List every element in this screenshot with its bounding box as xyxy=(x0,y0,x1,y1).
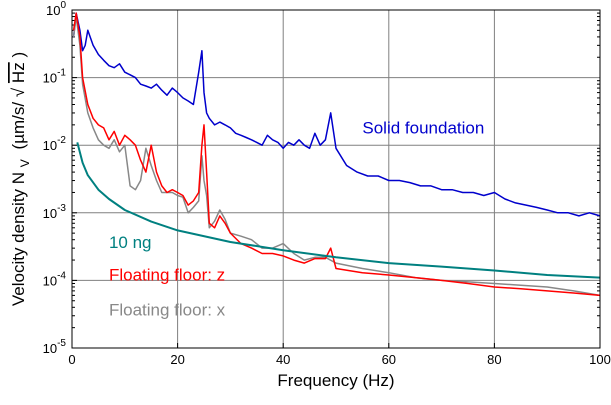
annotation-floating-floor-z: Floating floor: z xyxy=(109,265,225,284)
y-tick-label: 10-3 xyxy=(43,203,67,221)
annotation-10-ng: 10 ng xyxy=(109,233,152,252)
series-line-10-ng xyxy=(76,142,601,279)
y-tick-label: 10-1 xyxy=(43,68,67,86)
y-tick-exponent: -4 xyxy=(57,270,66,281)
y-tick-base: 10 xyxy=(43,273,57,288)
grid xyxy=(71,9,601,349)
x-tick-label: 0 xyxy=(68,352,75,367)
series-line-floating-floor-x xyxy=(72,15,601,297)
y-tick-exponent: -2 xyxy=(57,135,66,146)
y-axis-label-unit-open: (µm/s/ xyxy=(9,102,28,150)
series-layer xyxy=(72,12,601,297)
y-axis-label: Velocity density N V (µm/s/ √ Hz ) xyxy=(9,52,33,306)
y-axis-label-subscript: V xyxy=(18,159,32,167)
y-tick-base: 10 xyxy=(46,3,60,18)
annotation-solid-foundation: Solid foundation xyxy=(362,118,484,137)
y-tick-base: 10 xyxy=(43,138,57,153)
series-line-floating-floor-z xyxy=(72,12,601,297)
y-tick-base: 10 xyxy=(43,206,57,221)
y-tick-label: 10-2 xyxy=(43,135,67,153)
y-tick-base: 10 xyxy=(43,341,57,356)
x-tick-label: 100 xyxy=(589,352,611,367)
y-tick-label: 10-4 xyxy=(43,270,67,288)
plot-frame xyxy=(71,9,601,349)
y-tick-exponent: 0 xyxy=(60,0,66,11)
x-axis-label: Frequency (Hz) xyxy=(277,371,394,390)
annotations: Solid foundation 10 ng Floating floor: z Fl… xyxy=(109,118,484,319)
y-axis-label-main: Velocity density N xyxy=(9,172,28,306)
x-tick-label: 40 xyxy=(276,352,290,367)
svg-text:Velocity density N V: Velocity density N V (µm/s/ √ Hz ) xyxy=(9,52,33,306)
y-tick-label: 100 xyxy=(46,0,66,18)
x-tick-label: 80 xyxy=(487,352,501,367)
y-tick-label: 10-5 xyxy=(43,338,67,356)
y-axis-label-unit-close: ) xyxy=(9,52,28,58)
y-tick-exponent: -5 xyxy=(57,338,66,349)
y-tick-exponent: -1 xyxy=(57,68,66,79)
series-line-solid-foundation xyxy=(72,12,601,217)
y-tick-base: 10 xyxy=(43,71,57,86)
y-tick-exponent: -3 xyxy=(57,203,66,214)
y-axis-label-unit-radical: √ xyxy=(9,87,28,97)
annotation-floating-floor-x: Floating floor: x xyxy=(109,301,226,320)
x-tick-label: 20 xyxy=(170,352,184,367)
y-axis-label-unit-radicand: Hz xyxy=(9,62,28,83)
x-tick-label: 60 xyxy=(382,352,396,367)
